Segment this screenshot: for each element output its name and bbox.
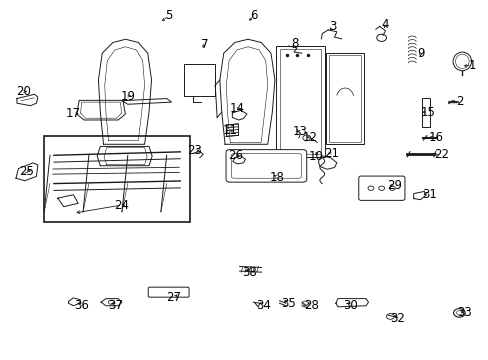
Text: 30: 30 xyxy=(343,299,357,312)
Text: 7: 7 xyxy=(201,38,208,51)
Text: 10: 10 xyxy=(308,150,323,163)
Ellipse shape xyxy=(455,54,468,68)
Text: 38: 38 xyxy=(242,266,256,279)
Text: 29: 29 xyxy=(386,179,401,192)
Text: 33: 33 xyxy=(456,306,471,319)
Text: 13: 13 xyxy=(292,125,307,138)
Bar xyxy=(183,64,215,96)
Text: 24: 24 xyxy=(114,198,129,212)
Text: 2: 2 xyxy=(455,95,462,108)
Text: 34: 34 xyxy=(256,299,271,312)
Text: 23: 23 xyxy=(187,144,202,157)
Text: 4: 4 xyxy=(381,18,388,31)
FancyBboxPatch shape xyxy=(358,176,404,201)
Bar xyxy=(44,136,190,222)
Text: 20: 20 xyxy=(16,85,31,98)
Text: 8: 8 xyxy=(291,37,298,50)
Text: 25: 25 xyxy=(19,165,34,177)
Text: 31: 31 xyxy=(421,188,436,201)
Text: 28: 28 xyxy=(304,299,318,312)
Bar xyxy=(280,49,320,154)
Bar xyxy=(325,53,364,144)
Text: 22: 22 xyxy=(433,148,448,161)
Bar xyxy=(276,46,324,157)
Text: 18: 18 xyxy=(269,171,285,184)
Ellipse shape xyxy=(452,52,470,71)
Text: 6: 6 xyxy=(250,9,258,22)
Text: 11: 11 xyxy=(222,124,237,137)
Text: 9: 9 xyxy=(416,47,424,60)
Text: 35: 35 xyxy=(280,297,295,310)
Text: 1: 1 xyxy=(468,59,475,72)
Text: 32: 32 xyxy=(389,312,404,325)
Text: 15: 15 xyxy=(420,105,435,119)
FancyBboxPatch shape xyxy=(225,150,306,182)
Bar xyxy=(328,55,361,142)
Text: 16: 16 xyxy=(428,131,443,144)
Text: 27: 27 xyxy=(166,291,181,305)
FancyBboxPatch shape xyxy=(231,154,301,178)
Text: 3: 3 xyxy=(328,20,336,33)
Text: 5: 5 xyxy=(165,9,172,22)
Text: 12: 12 xyxy=(302,131,317,144)
Text: 19: 19 xyxy=(120,90,135,103)
Text: 17: 17 xyxy=(66,107,81,120)
Text: 14: 14 xyxy=(229,102,244,115)
Text: 21: 21 xyxy=(324,147,339,160)
Text: 37: 37 xyxy=(108,299,123,312)
Bar xyxy=(421,98,429,127)
Text: 36: 36 xyxy=(74,299,89,312)
FancyBboxPatch shape xyxy=(148,287,189,297)
Text: 26: 26 xyxy=(228,149,243,162)
